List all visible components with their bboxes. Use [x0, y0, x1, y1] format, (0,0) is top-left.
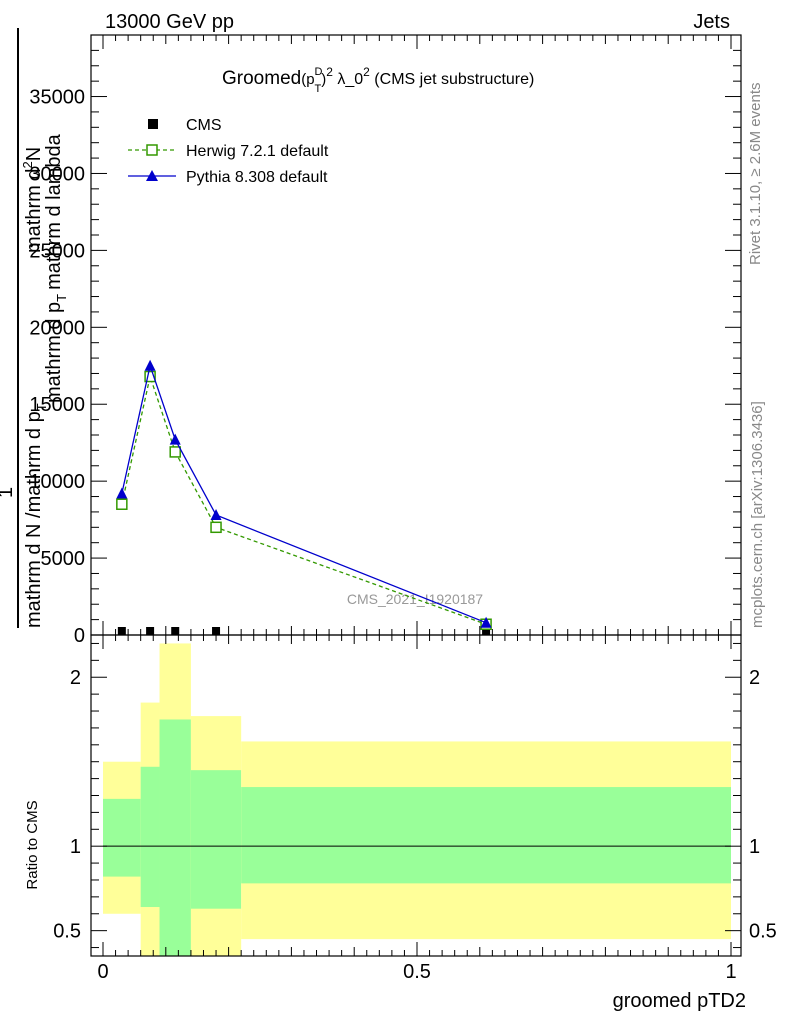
ratio-y-tick-label-left: 2	[70, 667, 81, 689]
ylabel-denom-sub: T	[34, 403, 49, 411]
title-sub1: T	[315, 83, 322, 95]
herwig-data-point	[116, 498, 128, 510]
pythia-data-point	[210, 509, 222, 520]
title-tail: (CMS jet substructure)	[370, 71, 534, 88]
series-line-1	[121, 374, 487, 625]
x-tick-label: 0	[97, 961, 108, 983]
title-sup2: 2	[326, 65, 333, 79]
legend-label-cms: CMS	[186, 117, 222, 134]
ratio-y-tick-label-right: 2	[749, 667, 760, 689]
ratio-y-tick-label-left: 1	[70, 836, 81, 858]
main-ylabel: 1 mathrm d N /mathrm d pT mathrm d pTmat…	[0, 28, 69, 628]
ratio-y-tick-label-left: 0.5	[53, 921, 81, 943]
ylabel-numerator-lower: mathrm d pTmathrm d lambda	[43, 133, 69, 403]
y-tick-label: 10000	[29, 471, 85, 493]
pythia-data-point	[480, 616, 492, 628]
pythia-data-point	[116, 487, 128, 499]
chart-title: Groomed(pD T)2 λ_02 (CMS jet substructure…	[222, 65, 534, 95]
pythia-data-point	[169, 433, 181, 445]
main-axes: 0 5000 10000 15000 20000 25000 30000 35000	[29, 34, 742, 647]
herwig-data-point	[144, 370, 156, 383]
legend-label-herwig: Herwig 7.2.1 default	[186, 143, 329, 160]
legend-entry-cms: CMS	[148, 117, 222, 134]
ylabel-one: 1	[0, 487, 17, 498]
ylabel-num-sub: T	[54, 294, 69, 302]
ratio-band-green	[241, 787, 731, 884]
legend-entry-pythia: Pythia 8.308 default	[128, 169, 328, 186]
ratio-y-tick-label-right: 1	[749, 836, 760, 858]
y-tick-label: 30000	[29, 163, 85, 185]
rivet-label: Rivet 3.1.10, ≥ 2.6M events	[747, 83, 764, 266]
series-line-2	[121, 363, 487, 624]
ylabel-numerator-upper: mathrm d2N	[20, 147, 45, 253]
cms-data-point	[482, 627, 491, 635]
title-formula: (p	[301, 71, 314, 88]
ratio-bands	[103, 643, 731, 956]
title-mid: λ_0	[333, 71, 363, 88]
ratio-band-green	[190, 770, 242, 909]
x-tick-label: 0.5	[403, 961, 431, 983]
y-tick-label: 0	[74, 625, 85, 647]
title-close: )	[321, 71, 326, 88]
ylabel-dn-b: N	[23, 147, 45, 161]
ratio-axes: 0 0.5 1 0.5 0.5 1 1 2 2	[53, 634, 777, 983]
ratio-band-green	[103, 798, 141, 877]
y-tick-label: 25000	[29, 240, 85, 262]
legend-marker-herwig	[146, 144, 158, 156]
y-tick-label: 15000	[29, 394, 85, 416]
ratio-band-green	[159, 719, 191, 956]
y-tick-label: 35000	[29, 87, 85, 109]
ylabel-dn-a: mathrm d	[23, 169, 45, 253]
y-tick-label: 20000	[29, 317, 85, 339]
cms-data-point	[117, 627, 126, 635]
ylabel-dn-sup: 2	[20, 161, 35, 168]
title-lead: Groomed	[222, 68, 301, 89]
ylabel-denominator: mathrm d N /mathrm d pT	[23, 403, 49, 628]
mcplots-label: mcplots.cern.ch [arXiv:1306.3436]	[749, 401, 766, 628]
cms-data-point	[171, 627, 180, 635]
legend-entry-herwig: Herwig 7.2.1 default	[128, 143, 329, 160]
header-right: Jets	[693, 11, 730, 33]
ylabel-num-b: mathrm d lambda	[43, 133, 65, 289]
pythia-data-point	[144, 359, 156, 371]
herwig-data-point	[169, 446, 181, 458]
ratio-y-tick-label-right: 0.5	[749, 921, 777, 943]
ylabel-num-a: mathrm d p	[43, 302, 65, 403]
title-sup3: 2	[363, 65, 370, 79]
y-tick-label: 5000	[41, 548, 86, 570]
legend-label-pythia: Pythia 8.308 default	[186, 169, 328, 186]
ratio-band-green	[140, 766, 160, 908]
cms-data-point	[146, 627, 155, 635]
header-left: 13000 GeV pp	[105, 11, 234, 33]
ratio-ylabel: Ratio to CMS	[24, 800, 41, 889]
legend: CMS Herwig 7.2.1 default Pythia 8.308 de…	[128, 117, 329, 186]
x-tick-label: 1	[725, 961, 736, 983]
x-axis-label: groomed pTD2	[613, 990, 746, 1012]
legend-marker-pythia	[146, 170, 158, 181]
legend-marker-cms	[148, 119, 158, 129]
herwig-data-point	[210, 521, 222, 534]
title-sup1: D	[315, 66, 323, 78]
ylabel-denom-a: mathrm d N /mathrm d p	[23, 411, 45, 628]
